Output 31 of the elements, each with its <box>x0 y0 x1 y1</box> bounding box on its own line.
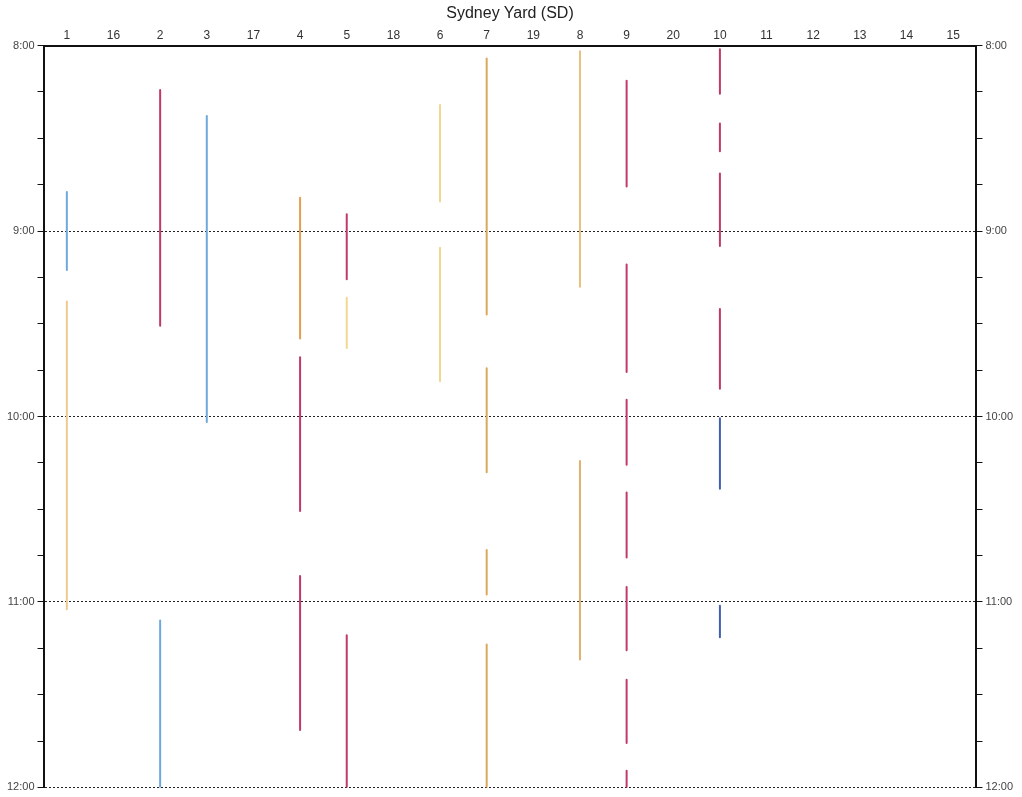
x-tick-label: 14 <box>899 27 914 42</box>
x-tick-label: 5 <box>343 27 351 42</box>
y2-tick-label: 11:00 <box>985 594 1013 607</box>
x-tick-label: 15 <box>946 27 961 42</box>
x-tick-label: 18 <box>386 27 401 42</box>
x-tick-label: 8 <box>576 27 584 42</box>
y-tick-label: 10:00 <box>7 409 35 422</box>
x-tick-label: 11 <box>760 27 774 42</box>
x-tick-label: 16 <box>106 27 121 42</box>
x-tick-label: 19 <box>526 27 541 42</box>
x-tick-label: 20 <box>666 27 681 42</box>
chart-title: Sydney Yard (SD) <box>446 4 574 22</box>
x-tick-label: 1 <box>63 27 71 42</box>
x-tick-label: 17 <box>246 27 261 42</box>
y2-tick-label: 8:00 <box>985 38 1007 51</box>
y2-tick-label: 12:00 <box>985 780 1013 793</box>
x-tick-label: 4 <box>296 27 304 42</box>
y2-tick-label: 10:00 <box>985 409 1013 422</box>
x-tick-label: 10 <box>713 27 727 42</box>
y2-tick-label: 9:00 <box>985 224 1007 237</box>
x-tick-label: 12 <box>806 27 821 42</box>
y-tick-label: 9:00 <box>13 224 35 237</box>
y-tick-label: 8:00 <box>13 38 35 51</box>
x-tick-label: 13 <box>853 27 867 42</box>
x-tick-label: 7 <box>483 27 491 42</box>
x-tick-label: 9 <box>623 27 631 42</box>
y-tick-label: 11:00 <box>7 594 35 607</box>
y-tick-label: 12:00 <box>7 780 35 793</box>
x-tick-label: 6 <box>436 27 444 42</box>
x-tick-label: 3 <box>203 27 211 42</box>
x-tick-label: 2 <box>156 27 164 42</box>
